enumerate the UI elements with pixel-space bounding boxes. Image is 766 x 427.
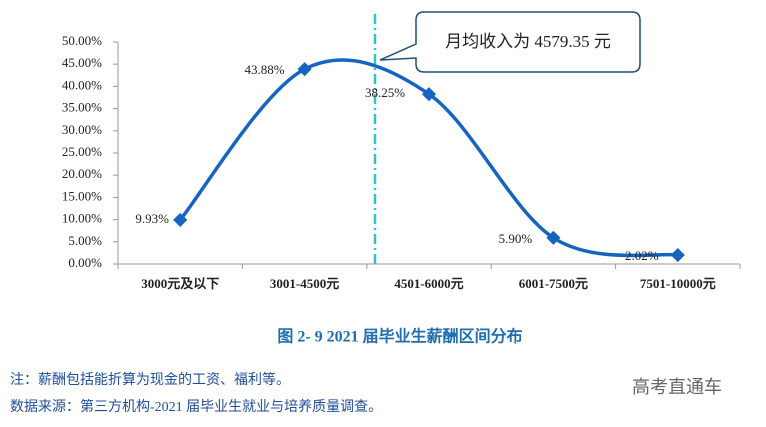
x-tick-label: 7501-10000元	[640, 276, 716, 291]
caption: 图 2- 9 2021 届毕业生薪酬区间分布	[277, 327, 522, 346]
note: 数据来源：第三方机构-2021 届毕业生就业与培养质量调查。	[10, 398, 382, 415]
y-tick-label: 15.00%	[62, 188, 102, 203]
y-tick-label: 45.00%	[62, 55, 102, 70]
x-tick-label: 3000元及以下	[141, 276, 219, 291]
data-label: 43.88%	[245, 62, 285, 77]
y-tick-label: 30.00%	[62, 122, 102, 137]
y-tick-label: 5.00%	[68, 233, 102, 248]
marker	[297, 62, 312, 77]
data-label: 9.93%	[135, 211, 169, 226]
y-tick-label: 20.00%	[62, 166, 102, 181]
data-label: 2.02%	[625, 248, 659, 263]
y-tick-label: 10.00%	[62, 211, 102, 226]
x-tick-label: 6001-7500元	[519, 276, 588, 291]
y-tick-label: 50.00%	[62, 33, 102, 48]
y-tick-label: 25.00%	[62, 144, 102, 159]
data-label: 38.25%	[365, 85, 405, 100]
marker	[546, 230, 561, 245]
marker	[421, 87, 437, 102]
callout-box	[379, 11, 641, 73]
annotation: 月均收入为 4579.35 元	[445, 32, 611, 51]
y-tick-label: 35.00%	[62, 100, 102, 115]
watermark: 高考直通车	[632, 377, 722, 398]
y-tick-label: 0.00%	[68, 255, 102, 270]
y-tick-label: 40.00%	[62, 77, 102, 92]
marker	[670, 247, 685, 263]
data-label: 5.90%	[499, 231, 533, 246]
marker	[173, 212, 188, 227]
x-tick-label: 4501-6000元	[394, 276, 463, 291]
note: 注：薪酬包括能折算为现金的工资、福利等。	[10, 371, 290, 388]
x-tick-label: 3001-4500元	[270, 276, 339, 291]
